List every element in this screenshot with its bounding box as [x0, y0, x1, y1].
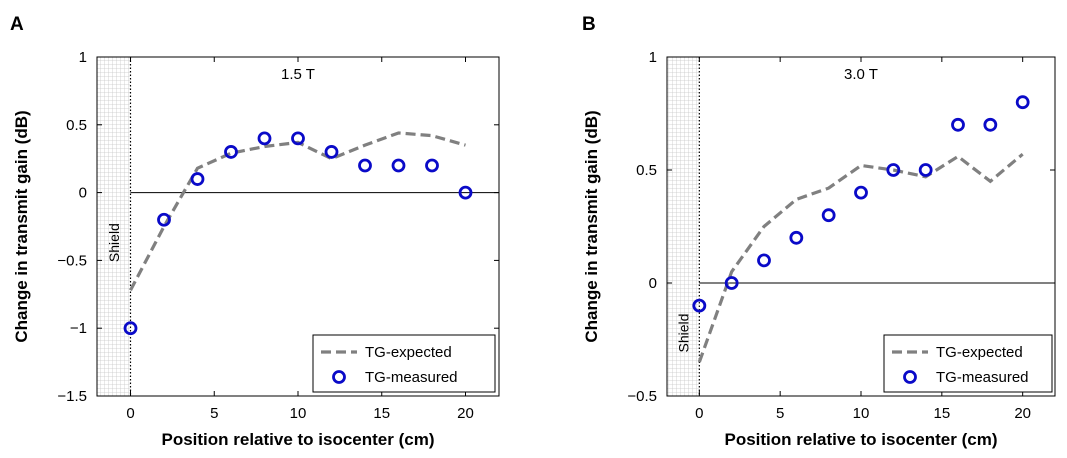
legend-swatch-tg-measured [332, 370, 346, 384]
data-point-tg-measured [918, 163, 933, 177]
x-tick-label: 5 [776, 405, 784, 422]
legend: TG-expected TG-measured [312, 334, 496, 393]
x-tick-label: 15 [373, 405, 390, 422]
x-tick-label: 10 [853, 405, 870, 422]
legend-swatch-tg-measured [903, 370, 917, 384]
legend-label: TG-expected [936, 344, 1023, 361]
data-point-tg-measured [391, 158, 406, 173]
panel-letter: A [10, 14, 24, 35]
data-point-tg-measured [123, 321, 138, 336]
data-point-tg-measured [358, 158, 372, 173]
data-point-tg-measured [724, 276, 739, 290]
legend-box [312, 334, 496, 393]
shield-region [97, 57, 131, 396]
y-axis-title: Change in transmit gain (dB) [12, 110, 31, 342]
data-point-tg-measured [854, 185, 868, 200]
chart-panel-b: B Shield 0 5 10 15 20 −0.5 0 0.5 1 Position relativ… [582, 14, 1056, 449]
x-tick-label: 0 [126, 405, 134, 422]
x-tick-label: 20 [1014, 405, 1031, 422]
data-point-tg-measured [324, 145, 339, 159]
x-tick-label: 15 [933, 405, 950, 422]
y-axis-title: Change in transmit gain (dB) [582, 110, 601, 342]
y-tick-label: −1 [70, 320, 87, 337]
field-strength-label: 3.0 T [844, 66, 878, 83]
data-point-tg-measured [1015, 95, 1030, 110]
y-tick-label: −0.5 [57, 252, 87, 269]
data-point-tg-measured [190, 172, 205, 186]
y-tick-label: 0 [79, 185, 87, 202]
y-tick-label: 1 [79, 49, 87, 66]
y-tick-label: 1 [649, 49, 657, 66]
legend: TG-expected TG-measured [883, 334, 1053, 393]
series-line-tg-expected [697, 152, 1024, 363]
y-tick-label: 0.5 [66, 117, 87, 134]
data-point-tg-measured [692, 298, 707, 313]
data-point-tg-measured [157, 212, 171, 227]
series-line-tg-expected [129, 131, 466, 291]
data-point-tg-measured [224, 145, 238, 159]
data-point-tg-measured [291, 131, 305, 146]
data-point-tg-measured [951, 117, 965, 132]
x-axis-title: Position relative to isocenter (cm) [724, 430, 997, 449]
y-tick-label: −0.5 [627, 388, 657, 405]
data-point-tg-measured [821, 208, 836, 223]
x-tick-label: 0 [695, 405, 703, 422]
x-axis-title: Position relative to isocenter (cm) [161, 430, 434, 449]
chart-panel-a: A Shield 0 5 10 15 20 −1.5 −1 −0.5 0 0.5 1 Position r… [10, 14, 500, 449]
data-point-tg-measured [757, 253, 771, 268]
legend-label: TG-expected [365, 344, 452, 361]
data-point-tg-measured [425, 158, 439, 173]
field-strength-label: 1.5 T [281, 66, 315, 83]
x-tick-label: 5 [210, 405, 218, 422]
x-tick-label: 10 [290, 405, 307, 422]
y-tick-label: 0 [649, 275, 657, 292]
y-tick-label: −1.5 [57, 388, 87, 405]
data-point-tg-measured [886, 163, 901, 177]
y-tick-label: 0.5 [636, 162, 657, 179]
panel-letter: B [582, 14, 596, 35]
x-tick-label: 20 [457, 405, 474, 422]
legend-label: TG-measured [365, 369, 458, 386]
shield-label: Shield [106, 223, 122, 262]
data-point-tg-measured [983, 117, 998, 132]
data-point-tg-measured [257, 131, 272, 146]
data-point-tg-measured [789, 230, 804, 245]
shield-region [667, 57, 700, 396]
shield-label: Shield [675, 314, 691, 353]
legend-label: TG-measured [936, 369, 1029, 386]
data-point-tg-measured [458, 185, 473, 200]
